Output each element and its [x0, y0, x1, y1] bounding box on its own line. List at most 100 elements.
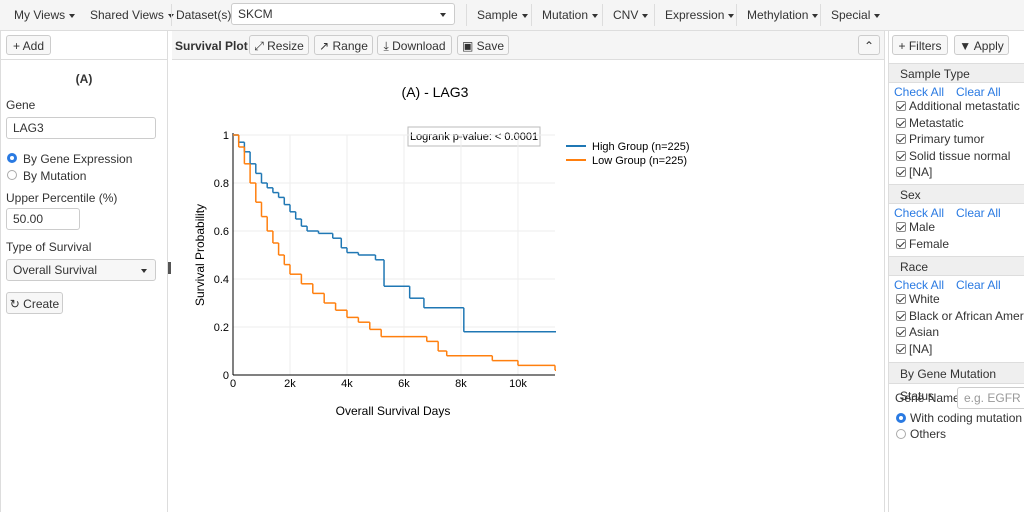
checkbox-label: Metastatic	[909, 115, 964, 130]
menu[interactable]: Methylation	[747, 8, 819, 22]
check-all-link[interactable]: Check All	[894, 206, 945, 220]
radio-label: By Mutation	[23, 169, 87, 183]
toolbar-button[interactable]: ▣ Save	[457, 35, 509, 55]
check-all-link[interactable]: Check All	[894, 85, 945, 99]
checkbox-label: Female	[909, 236, 950, 251]
radio-label: By Gene Expression	[23, 152, 133, 166]
section-header: By Gene Mutation Status	[889, 362, 1024, 403]
y-tick-label: 1	[223, 130, 229, 142]
checkbox[interactable]	[896, 150, 906, 161]
checkbox-label: Primary tumor	[909, 132, 985, 147]
menu-label: Sample	[477, 8, 518, 22]
menu-label: My Views	[14, 8, 66, 22]
menu-label: Expression	[665, 8, 725, 22]
menu-label: Special	[831, 8, 871, 22]
section-header: Sex	[889, 184, 1024, 204]
gene-name-input[interactable]: e.g. EGFR	[957, 387, 1024, 409]
checkbox[interactable]	[896, 238, 906, 249]
toolbar-button[interactable]: ⤓ Download	[377, 35, 452, 55]
gene-name-label: Gene Name:	[895, 391, 964, 405]
x-tick-label: 10k	[509, 378, 527, 390]
my-views-menu[interactable]: My Views	[14, 8, 76, 22]
x-tick-label: 8k	[455, 378, 467, 390]
separator	[602, 4, 603, 26]
menu[interactable]: CNV	[613, 8, 649, 22]
survival-chart: (A) - LAG3 Overall Survival Days Surviva…	[193, 84, 690, 418]
legend-label: Low Group (n=225)	[592, 155, 687, 167]
menu[interactable]: Mutation	[542, 8, 599, 22]
button-label: Resize	[267, 39, 304, 53]
clear-all-link[interactable]: Clear All	[956, 206, 1001, 220]
shared-views-menu[interactable]: Shared Views	[90, 8, 174, 22]
divider	[0, 59, 168, 60]
checkbox[interactable]	[896, 343, 906, 354]
y-tick-label: 0	[223, 370, 229, 382]
dataset-select[interactable]: SKCM	[231, 3, 455, 25]
checkbox[interactable]	[896, 222, 906, 232]
x-axis-label: Overall Survival Days	[336, 404, 451, 418]
radio[interactable]	[896, 413, 906, 423]
checkbox-label: Male	[909, 220, 936, 234]
chart-title: (A) - LAG3	[402, 84, 469, 100]
gene-input[interactable]: LAG3	[6, 117, 156, 139]
toolbar-button[interactable]: ⤢ Resize	[249, 35, 309, 55]
create-button[interactable]: ↻ Create	[6, 292, 63, 314]
menu[interactable]: Expression	[665, 8, 735, 22]
add-button[interactable]: + Add	[6, 35, 51, 55]
checkbox[interactable]	[896, 117, 906, 128]
clear-all-link[interactable]: Clear All	[956, 278, 1001, 292]
separator	[466, 4, 467, 26]
checkbox[interactable]	[896, 327, 906, 338]
percentile-input[interactable]: 50.00	[6, 208, 80, 230]
section-header: Sample Type	[889, 63, 1024, 83]
filters-button[interactable]: + Filters	[892, 35, 948, 55]
radio[interactable]	[896, 429, 906, 439]
panel-title: (A)	[75, 72, 93, 86]
checkbox[interactable]	[896, 294, 906, 304]
checkbox[interactable]	[896, 167, 906, 178]
clear-all-link[interactable]: Clear All	[956, 85, 1001, 99]
separator	[171, 4, 172, 26]
annotation: Logrank p-value: < 0.0001	[410, 131, 538, 143]
gene-value: LAG3	[13, 121, 44, 135]
checkbox[interactable]	[896, 310, 906, 321]
y-tick-label: 0.2	[214, 322, 229, 334]
toolbar-button[interactable]: ↗ Range	[314, 35, 373, 55]
survival-select[interactable]: Overall Survival	[6, 259, 156, 281]
separator	[736, 4, 737, 26]
checkbox-label: [NA]	[909, 341, 933, 356]
checkbox-label: Additional metastatic	[909, 99, 1020, 113]
splitter-handle[interactable]	[168, 262, 171, 274]
checkbox[interactable]	[896, 101, 906, 111]
radio[interactable]	[7, 153, 17, 163]
checkbox-label: Solid tissue normal	[909, 148, 1011, 163]
separator	[654, 4, 655, 26]
survival-label: Type of Survival	[6, 240, 92, 254]
percentile-value: 50.00	[13, 212, 44, 226]
button-label: Save	[476, 39, 505, 53]
separator	[531, 4, 532, 26]
menu[interactable]: Sample	[477, 8, 528, 22]
menu-label: Shared Views	[90, 8, 164, 22]
button-label: Filters	[908, 39, 942, 53]
splitter[interactable]	[884, 31, 889, 512]
x-tick-label: 4k	[341, 378, 353, 390]
y-tick-label: 0.8	[214, 178, 229, 190]
apply-button[interactable]: ▼ Apply	[954, 35, 1009, 55]
x-tick-label: 0	[230, 378, 236, 390]
button-label: Create	[23, 297, 60, 311]
collapse-button[interactable]: ⌃	[858, 35, 880, 55]
menu-label: CNV	[613, 8, 639, 22]
radio[interactable]	[7, 170, 17, 180]
y-tick-label: 0.6	[214, 226, 229, 238]
checkbox[interactable]	[896, 134, 906, 145]
button-label: Download	[392, 39, 446, 53]
left-panel	[0, 31, 168, 512]
button-label: Range	[332, 39, 368, 53]
check-all-link[interactable]: Check All	[894, 278, 945, 292]
x-tick-label: 2k	[284, 378, 296, 390]
dataset-value: SKCM	[238, 7, 273, 21]
radio-label: Others	[910, 427, 947, 441]
menu[interactable]: Special	[831, 8, 881, 22]
